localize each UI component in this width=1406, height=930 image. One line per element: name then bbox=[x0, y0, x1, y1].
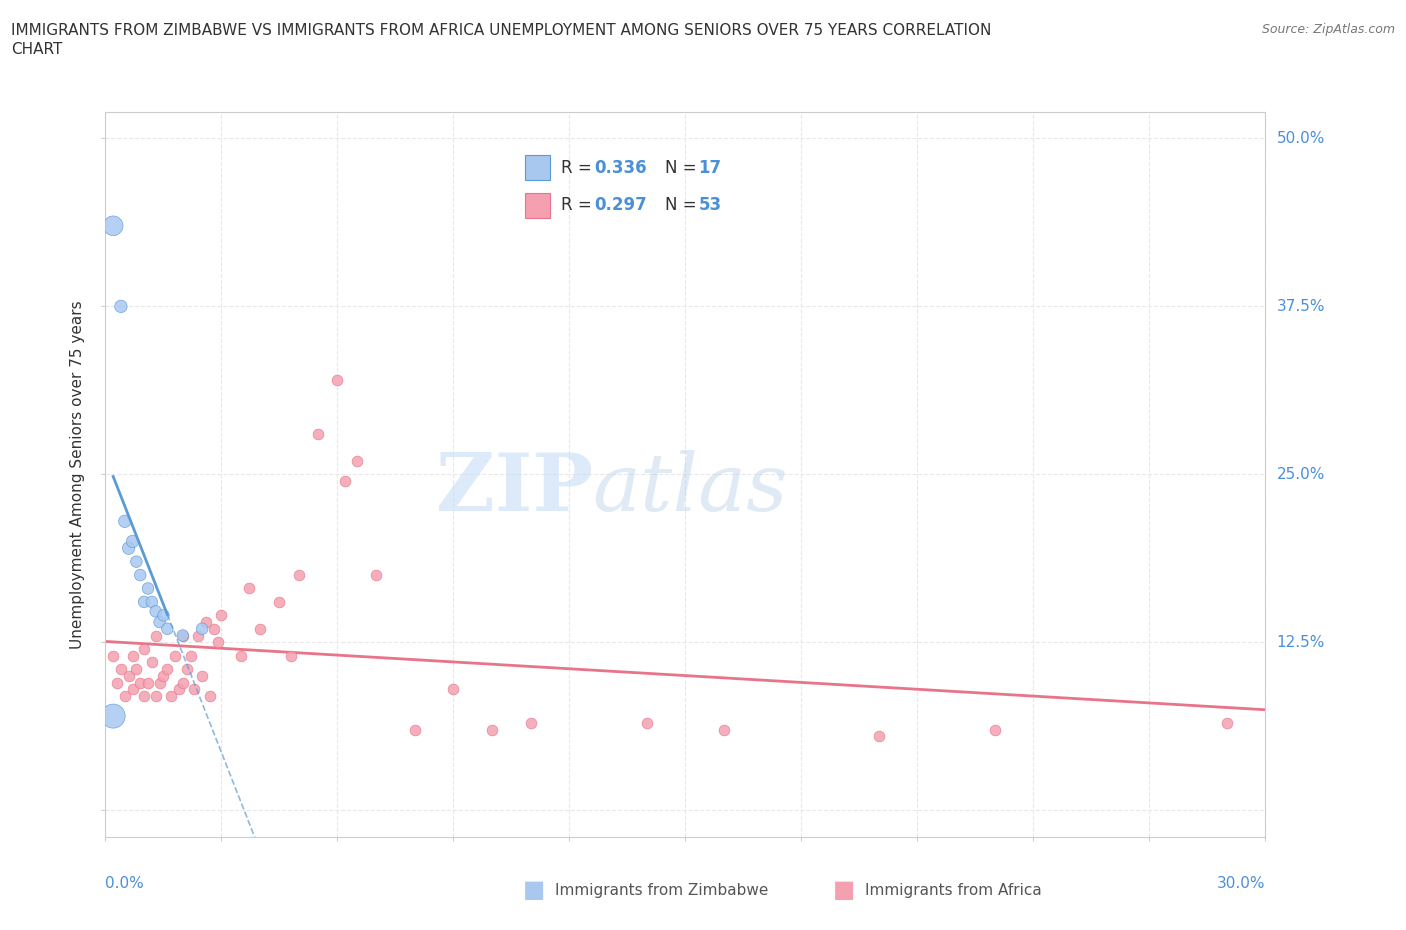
Text: atlas: atlas bbox=[593, 450, 787, 527]
Point bbox=[103, 219, 124, 233]
Text: Source: ZipAtlas.com: Source: ZipAtlas.com bbox=[1261, 23, 1395, 36]
Point bbox=[207, 635, 229, 650]
Point bbox=[713, 722, 735, 737]
Point bbox=[136, 581, 159, 596]
Text: Immigrants from Africa: Immigrants from Africa bbox=[865, 883, 1042, 897]
Point bbox=[132, 594, 156, 609]
Point bbox=[194, 615, 218, 630]
Point bbox=[307, 427, 329, 442]
Point bbox=[183, 682, 205, 697]
Text: IMMIGRANTS FROM ZIMBABWE VS IMMIGRANTS FROM AFRICA UNEMPLOYMENT AMONG SENIORS OV: IMMIGRANTS FROM ZIMBABWE VS IMMIGRANTS F… bbox=[11, 23, 991, 38]
Point bbox=[118, 669, 141, 684]
Point bbox=[110, 661, 132, 676]
Point bbox=[121, 534, 143, 549]
Point bbox=[156, 661, 179, 676]
Point bbox=[145, 688, 167, 703]
Point bbox=[110, 299, 132, 313]
Point bbox=[121, 648, 143, 663]
Point bbox=[172, 675, 194, 690]
Text: 37.5%: 37.5% bbox=[1277, 299, 1324, 314]
Point bbox=[141, 655, 163, 670]
Point bbox=[180, 648, 202, 663]
Text: 50.0%: 50.0% bbox=[1277, 131, 1324, 146]
Point bbox=[176, 661, 198, 676]
Point bbox=[132, 688, 156, 703]
Point bbox=[145, 628, 167, 643]
Point bbox=[132, 642, 156, 657]
Text: 25.0%: 25.0% bbox=[1277, 467, 1324, 482]
Text: 30.0%: 30.0% bbox=[1218, 876, 1265, 891]
Point bbox=[326, 373, 349, 388]
Text: ■: ■ bbox=[832, 878, 855, 902]
Point bbox=[198, 688, 221, 703]
Point bbox=[172, 628, 194, 643]
Point bbox=[520, 715, 543, 730]
Point bbox=[156, 621, 179, 636]
Point bbox=[1216, 715, 1239, 730]
Point bbox=[269, 594, 291, 609]
Point bbox=[136, 675, 159, 690]
Point bbox=[118, 540, 141, 555]
Point bbox=[346, 454, 368, 469]
Point bbox=[149, 675, 172, 690]
Point bbox=[114, 688, 136, 703]
Point bbox=[125, 661, 148, 676]
Point bbox=[145, 604, 167, 618]
Point bbox=[868, 729, 890, 744]
Text: 0.0%: 0.0% bbox=[105, 876, 145, 891]
Point bbox=[280, 648, 302, 663]
Point bbox=[636, 715, 658, 730]
Point bbox=[187, 628, 209, 643]
Point bbox=[191, 621, 214, 636]
Point bbox=[167, 682, 190, 697]
Text: 12.5%: 12.5% bbox=[1277, 634, 1324, 650]
Point bbox=[249, 621, 271, 636]
Point bbox=[152, 669, 174, 684]
Point bbox=[165, 648, 187, 663]
Point bbox=[152, 608, 174, 623]
Point bbox=[984, 722, 1007, 737]
Point bbox=[404, 722, 426, 737]
Point bbox=[211, 608, 233, 623]
Text: CHART: CHART bbox=[11, 42, 63, 57]
Text: Immigrants from Zimbabwe: Immigrants from Zimbabwe bbox=[555, 883, 769, 897]
Point bbox=[481, 722, 503, 737]
Text: ZIP: ZIP bbox=[436, 450, 593, 528]
Point bbox=[114, 514, 136, 529]
Point bbox=[129, 675, 152, 690]
Point bbox=[288, 567, 311, 582]
Point bbox=[105, 675, 128, 690]
Point bbox=[335, 473, 357, 488]
Point bbox=[172, 628, 194, 643]
Point bbox=[238, 581, 260, 596]
Point bbox=[202, 621, 225, 636]
Y-axis label: Unemployment Among Seniors over 75 years: Unemployment Among Seniors over 75 years bbox=[70, 300, 86, 648]
Point bbox=[103, 648, 124, 663]
Point bbox=[129, 567, 152, 582]
Point bbox=[149, 615, 172, 630]
Point bbox=[103, 709, 124, 724]
Point bbox=[366, 567, 388, 582]
Point bbox=[125, 554, 148, 569]
Text: ■: ■ bbox=[523, 878, 546, 902]
Point bbox=[141, 594, 163, 609]
Point bbox=[441, 682, 464, 697]
Point bbox=[229, 648, 252, 663]
Point bbox=[121, 682, 143, 697]
Point bbox=[191, 669, 214, 684]
Point bbox=[160, 688, 183, 703]
